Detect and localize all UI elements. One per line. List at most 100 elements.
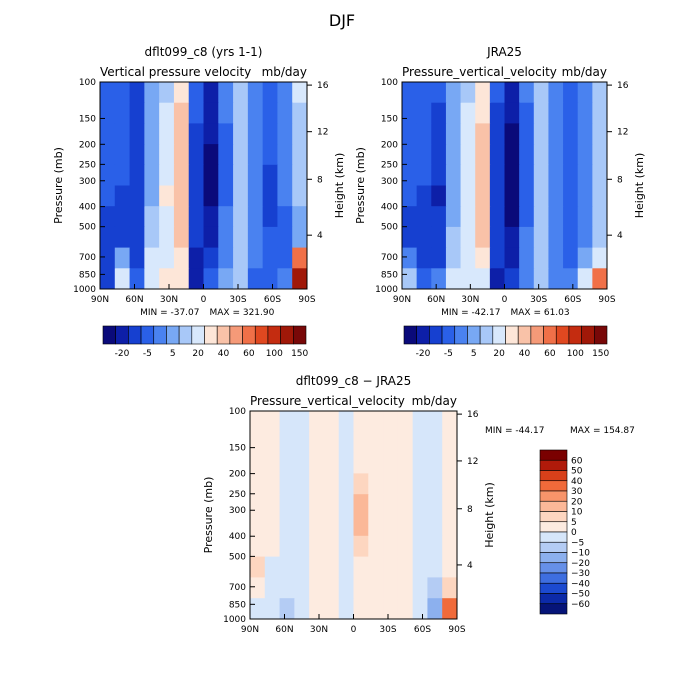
colorbar-swatch bbox=[539, 521, 568, 533]
field-cell bbox=[129, 123, 145, 145]
colorbar-swatch bbox=[539, 562, 568, 574]
field-cell bbox=[397, 535, 414, 558]
field-cell bbox=[203, 82, 219, 104]
field-cell bbox=[577, 123, 593, 145]
x-tick-label: 90S bbox=[598, 295, 615, 305]
field-cell bbox=[264, 556, 281, 578]
y-tick-label: 700 bbox=[79, 253, 96, 263]
field-cell bbox=[309, 556, 325, 578]
y-tick-label: 100 bbox=[381, 78, 398, 88]
field-cell bbox=[427, 515, 443, 537]
field-cell bbox=[262, 268, 279, 289]
colorbar-swatch bbox=[229, 325, 243, 345]
colorbar-swatch bbox=[539, 449, 568, 461]
field-cell bbox=[173, 164, 190, 187]
x-tick-label: 30S bbox=[229, 295, 246, 305]
colorbar-label: −60 bbox=[571, 600, 590, 610]
field-cell bbox=[129, 206, 145, 228]
field-cell bbox=[412, 556, 429, 578]
field-cell bbox=[592, 268, 607, 289]
field-cell bbox=[129, 102, 145, 124]
colorbar-swatch bbox=[242, 325, 256, 345]
y-tick-label: 250 bbox=[229, 490, 246, 500]
x-tick-label: 60S bbox=[264, 295, 281, 305]
height-tick-label: 16 bbox=[467, 410, 479, 420]
field-cell bbox=[323, 411, 340, 433]
field-cell bbox=[519, 268, 535, 289]
field-cell bbox=[368, 577, 384, 599]
field-cell bbox=[203, 102, 219, 124]
colorbar-label: -20 bbox=[115, 349, 130, 359]
x-tick-label: 60N bbox=[275, 625, 293, 635]
field-cell bbox=[309, 535, 325, 558]
y-tick-label: 250 bbox=[79, 160, 96, 170]
field-cell bbox=[504, 247, 520, 269]
field-cell bbox=[292, 206, 307, 228]
field-cell bbox=[416, 102, 432, 124]
field-cell bbox=[203, 185, 219, 207]
field-cell bbox=[368, 431, 384, 454]
field-cell bbox=[475, 226, 491, 249]
height-axis-label: Height (km) bbox=[483, 482, 496, 548]
field-cell bbox=[548, 268, 564, 289]
y-tick-label: 850 bbox=[79, 270, 96, 280]
min-value: MIN = -37.07 bbox=[140, 308, 199, 318]
field-cell bbox=[144, 164, 160, 187]
colorbar-swatch bbox=[479, 325, 494, 345]
y-tick-label: 100 bbox=[79, 78, 96, 88]
colorbar-label: -5 bbox=[444, 349, 453, 359]
field-cell bbox=[563, 82, 579, 104]
field-cell bbox=[460, 185, 476, 207]
field-cell bbox=[129, 268, 145, 289]
field-cell bbox=[353, 494, 369, 516]
x-tick-label: 90N bbox=[91, 295, 109, 305]
field-cell bbox=[442, 598, 457, 619]
field-cell bbox=[442, 431, 457, 454]
field-cell bbox=[294, 494, 310, 516]
field-cell bbox=[592, 123, 607, 145]
colorbar-label: 60 bbox=[571, 456, 583, 466]
field-cell bbox=[100, 82, 116, 104]
colorbar-swatch bbox=[539, 572, 568, 584]
field-cell bbox=[416, 164, 432, 187]
field-cell bbox=[445, 268, 462, 289]
field-cell bbox=[445, 164, 462, 187]
field-cell bbox=[460, 123, 476, 145]
height-tick-label: 12 bbox=[317, 128, 328, 138]
colorbar-swatch bbox=[254, 325, 269, 345]
field-cell bbox=[309, 431, 325, 454]
height-tick-label: 4 bbox=[467, 561, 473, 571]
field-cell bbox=[264, 598, 281, 619]
field-cell bbox=[144, 247, 160, 269]
field-cell bbox=[129, 82, 145, 104]
field-cell bbox=[368, 515, 384, 537]
field-cell bbox=[250, 411, 266, 433]
field-cell bbox=[129, 247, 145, 269]
field-cell bbox=[519, 226, 535, 249]
field-cell bbox=[533, 144, 550, 166]
x-tick-label: 30S bbox=[530, 295, 547, 305]
field-cell bbox=[338, 515, 355, 537]
field-cell bbox=[504, 268, 520, 289]
field-cell bbox=[294, 515, 310, 537]
field-cell bbox=[445, 226, 462, 249]
field-cell bbox=[159, 185, 175, 207]
field-cell bbox=[233, 144, 249, 166]
field-cell bbox=[504, 164, 520, 187]
field-cell bbox=[383, 577, 399, 599]
field-cell bbox=[489, 268, 506, 289]
field-cell bbox=[203, 247, 219, 269]
field-cell bbox=[563, 102, 579, 124]
field-cell bbox=[279, 577, 295, 599]
field-cell bbox=[188, 185, 205, 207]
panel-units: mb/day bbox=[262, 65, 307, 79]
field-cell bbox=[323, 577, 340, 599]
field-cell bbox=[114, 82, 131, 104]
field-cell bbox=[323, 515, 340, 537]
field-cell bbox=[309, 452, 325, 474]
field-cell bbox=[431, 144, 447, 166]
colorbar-label: -5 bbox=[143, 349, 152, 359]
field-cell bbox=[402, 185, 418, 207]
plot-area bbox=[402, 82, 607, 289]
